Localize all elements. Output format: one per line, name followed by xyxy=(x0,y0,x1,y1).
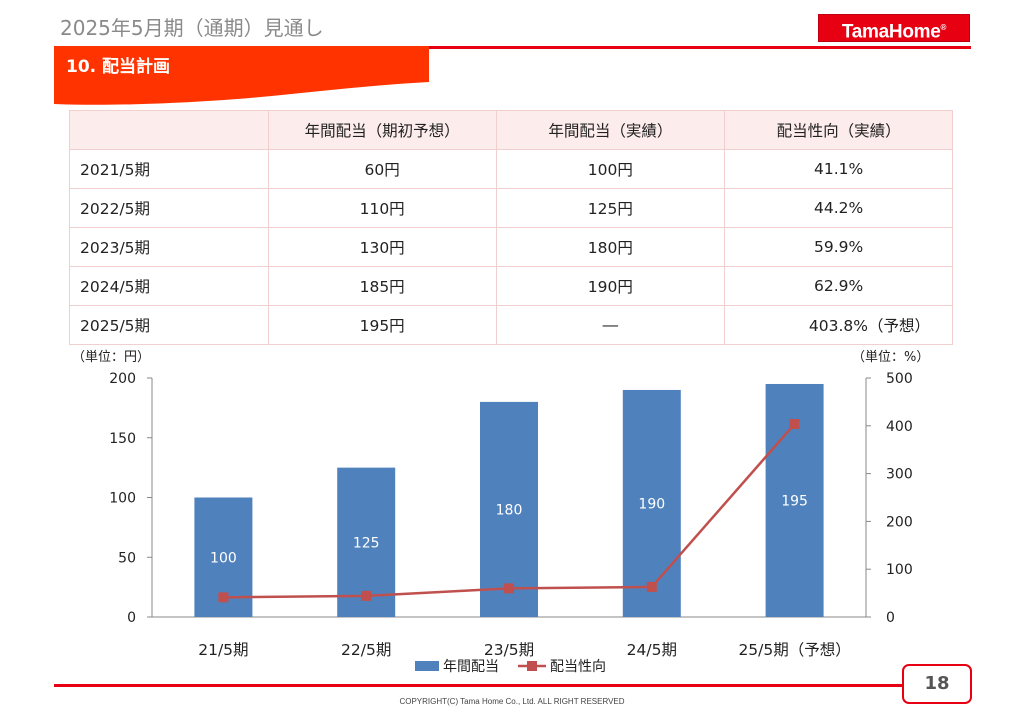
right-axis-unit: （単位：%） xyxy=(852,350,930,365)
category-label: 23/5期 xyxy=(484,641,534,659)
bar-value-label: 190 xyxy=(638,496,665,512)
table-row: 2023/5期 130円 180円 59.9% xyxy=(69,227,953,267)
table-cell: 2022/5期 xyxy=(69,188,269,228)
payout-ratio-marker xyxy=(361,590,372,601)
table-cell: 2025/5期 xyxy=(69,305,269,345)
page-title: 2025年5月期（通期）見通し xyxy=(60,16,324,40)
left-tick-label: 50 xyxy=(118,550,136,566)
table-cell: 195円 xyxy=(267,305,497,345)
payout-ratio-marker xyxy=(504,583,514,594)
category-label: 24/5期 xyxy=(627,641,677,659)
left-tick-label: 100 xyxy=(109,491,136,507)
table-cell: 2024/5期 xyxy=(69,266,269,306)
legend-bar-swatch xyxy=(415,661,439,671)
bar-value-label: 100 xyxy=(210,550,237,566)
right-tick-label: 100 xyxy=(886,562,913,578)
table-cell: 59.9% xyxy=(724,227,953,267)
left-tick-label: 0 xyxy=(127,610,136,626)
bar-value-label: 125 xyxy=(353,535,380,551)
table-cell: 41.1% xyxy=(724,149,953,189)
category-label: 22/5期 xyxy=(341,641,391,659)
tamahome-logo: TamaHome® xyxy=(818,14,970,42)
left-axis-unit: （単位：円） xyxy=(72,350,151,365)
table-cell: 130円 xyxy=(267,227,497,267)
bar-value-label: 195 xyxy=(781,493,808,509)
category-label: 21/5期 xyxy=(198,641,248,659)
right-tick-label: 300 xyxy=(886,467,913,483)
logo-text: TamaHome xyxy=(841,21,941,43)
payout-ratio-marker xyxy=(789,418,800,429)
header-cell: 年間配当（期初予想） xyxy=(267,110,497,150)
left-tick-label: 150 xyxy=(109,431,136,447)
payout-ratio-marker xyxy=(218,592,229,603)
right-tick-label: 0 xyxy=(886,610,895,626)
table-row: 2021/5期 60円 100円 41.1% xyxy=(69,149,953,189)
table-cell: 44.2% xyxy=(724,188,953,228)
payout-ratio-marker xyxy=(646,581,657,592)
bar xyxy=(622,389,681,617)
table-header-row: 年間配当（期初予想） 年間配当（実績） 配当性向（実績） xyxy=(69,110,953,150)
legend-line-label: 配当性向 xyxy=(550,659,606,675)
table-row: 2022/5期 110円 125円 44.2% xyxy=(69,188,953,228)
legend-bar-label: 年間配当 xyxy=(443,659,499,675)
table-cell: 2023/5期 xyxy=(69,227,269,267)
table-cell: ― xyxy=(495,305,726,345)
copyright: COPYRIGHT(C) Tama Home Co., Ltd. ALL RIG… xyxy=(399,697,625,706)
bottom-divider xyxy=(54,684,908,687)
header-cell: 配当性向（実績） xyxy=(724,110,953,150)
page-number: 18 xyxy=(902,664,972,704)
dividend-table: 年間配当（期初予想） 年間配当（実績） 配当性向（実績） 2021/5期 60円… xyxy=(69,110,953,345)
banner-shape xyxy=(54,46,429,105)
table-cell: 180円 xyxy=(495,227,726,267)
section-title: 10. 配当計画 xyxy=(66,57,171,77)
table-row: 2025/5期 195円 ― 403.8%（予想） xyxy=(69,305,953,345)
top-divider xyxy=(54,46,971,49)
registered-mark: ® xyxy=(940,23,947,32)
right-tick-label: 400 xyxy=(886,419,913,435)
left-tick-label: 200 xyxy=(109,371,136,387)
header-cell: 年間配当（実績） xyxy=(495,110,726,150)
section-banner: 10. 配当計画 xyxy=(54,46,429,106)
right-tick-label: 200 xyxy=(886,514,913,530)
bar xyxy=(480,401,538,617)
right-tick-label: 500 xyxy=(886,371,913,387)
table-cell: 403.8%（予想） xyxy=(724,305,953,345)
bar-value-label: 180 xyxy=(496,502,523,518)
legend-line-marker xyxy=(527,661,537,671)
category-label: 25/5期（予想） xyxy=(738,641,850,659)
table-cell: 110円 xyxy=(267,188,497,228)
